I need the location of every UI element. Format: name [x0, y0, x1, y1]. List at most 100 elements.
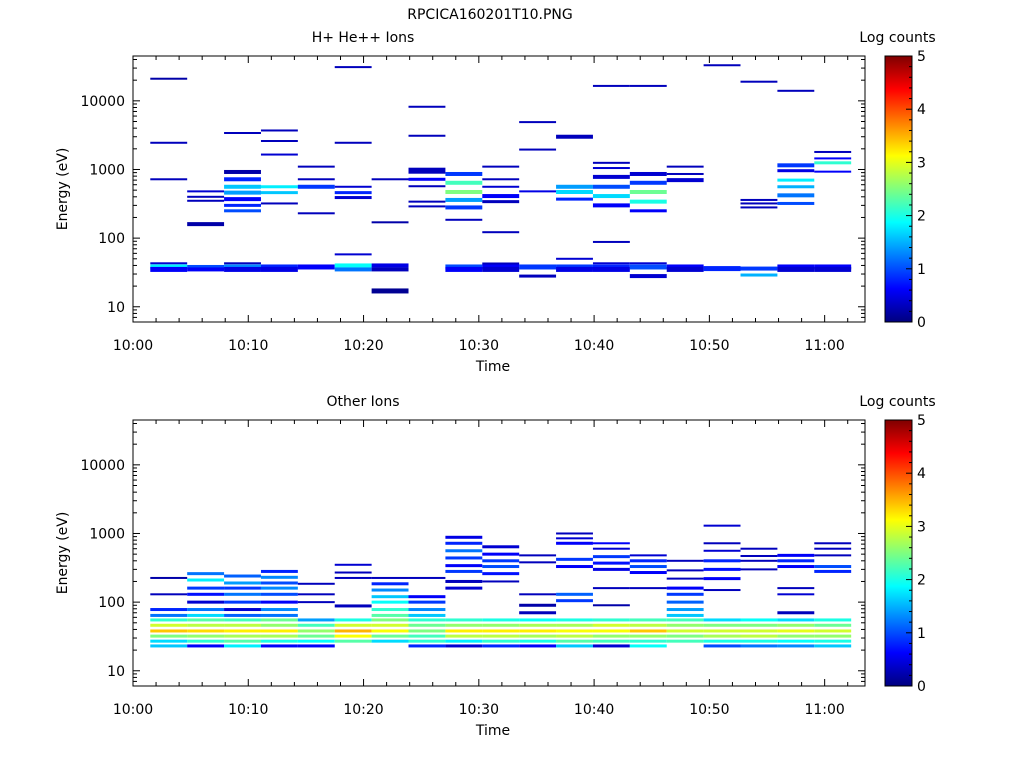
heatmap-cell: [224, 197, 261, 202]
y-tick-label: 10: [107, 664, 125, 680]
heatmap-cell: [519, 639, 557, 643]
heatmap-cell: [592, 174, 630, 179]
heatmap-cell: [666, 613, 704, 617]
heatmap-cell: [150, 262, 188, 265]
colorbar-tick-label: 3: [917, 519, 926, 535]
heatmap-cell: [592, 262, 630, 265]
colorbar-tick-label: 0: [917, 315, 926, 331]
heatmap-cell: [260, 600, 298, 604]
heatmap-cell: [777, 559, 815, 563]
x-tick-label: 10:20: [343, 338, 383, 354]
heatmap-cell: [445, 639, 483, 643]
heatmap-cell: [445, 205, 483, 210]
heatmap-cell: [482, 572, 520, 576]
heatmap-cell: [629, 559, 667, 563]
heatmap-cell: [334, 618, 372, 622]
heatmap-cell: [556, 639, 593, 643]
heatmap-cell: [482, 165, 520, 168]
heatmap-cell: [777, 565, 815, 569]
heatmap-cell: [334, 634, 372, 638]
heatmap-cell: [556, 541, 593, 545]
heatmap-cell: [740, 80, 778, 83]
heatmap-cell: [519, 190, 557, 193]
heatmap-cell: [334, 191, 372, 195]
heatmap-cell: [629, 274, 667, 279]
y-tick-label: 10000: [80, 94, 125, 110]
heatmap-cell: [224, 634, 261, 638]
heatmap-cell: [408, 105, 446, 108]
y-tick-label: 1000: [89, 162, 125, 178]
heatmap-cell: [445, 218, 483, 221]
heatmap-cell: [150, 576, 188, 579]
heatmap-cell: [629, 623, 667, 627]
colorbar-tick-label: 2: [917, 209, 926, 225]
heatmap-cell: [224, 132, 261, 134]
heatmap-cell: [260, 185, 298, 189]
heatmap-cell: [224, 574, 261, 578]
heatmap-cell: [814, 554, 852, 557]
heatmap-cell: [371, 588, 409, 592]
heatmap-cell: [187, 623, 225, 627]
colorbar-gradient: [884, 55, 913, 323]
heatmap-cell: [297, 644, 335, 648]
heatmap-cell: [556, 184, 593, 189]
colorbar-tick-label: 5: [917, 49, 926, 65]
heatmap-cell: [814, 565, 852, 569]
heatmap-cell: [629, 264, 667, 270]
heatmap-cell: [187, 190, 225, 193]
y-axis: 10 100 1000 10000: [80, 59, 865, 323]
heatmap-cell: [371, 618, 409, 622]
heatmap-cell: [482, 580, 520, 583]
heatmap-cell: [592, 542, 630, 545]
heatmap-cell: [150, 593, 188, 596]
heatmap-cell: [371, 639, 409, 643]
heatmap-cell: [666, 172, 704, 175]
colorbar: 0 1 2 3 4 5: [884, 49, 926, 331]
heatmap-cell: [629, 209, 667, 213]
heatmap-cell: [777, 178, 815, 182]
heatmap-cell: [666, 629, 704, 633]
heatmap-cell: [187, 572, 225, 576]
x-tick-label: 10:10: [228, 338, 268, 354]
colorbar-label: Log counts: [859, 394, 935, 410]
heatmap-cell: [703, 639, 741, 643]
heatmap-cell: [703, 577, 741, 581]
heatmap-cell: [297, 165, 335, 168]
colorbar-tick-label: 4: [917, 102, 926, 118]
heatmap-cell: [556, 189, 593, 194]
heatmap-cell: [703, 542, 741, 545]
heatmap-cell: [629, 618, 667, 622]
heatmap-cell: [408, 177, 446, 181]
heatmap-cell: [519, 554, 557, 557]
heatmap-cell: [482, 565, 520, 569]
x-tick-label: 10:40: [574, 702, 614, 718]
heatmap-cell: [445, 535, 483, 539]
heatmap-cell: [629, 639, 667, 643]
heatmap-cell: [260, 592, 298, 596]
y-tick-label: 100: [98, 231, 125, 247]
heatmap-cell: [445, 189, 483, 194]
heatmap-cell: [150, 178, 188, 181]
x-axis-label: Time: [475, 723, 510, 739]
heatmap-cell: [482, 634, 520, 638]
heatmap-cell: [224, 592, 261, 596]
heatmap-cells: [150, 524, 852, 648]
heatmap-cell: [740, 202, 778, 205]
heatmap-cell: [592, 266, 630, 272]
heatmap-cells: [150, 64, 852, 294]
figure-title: RPCICA160201T10.PNG: [407, 7, 572, 23]
heatmap-cell: [592, 629, 630, 633]
x-tick-label: 11:00: [804, 338, 844, 354]
heatmap-cell: [703, 549, 741, 552]
heatmap-cell: [334, 263, 372, 268]
heatmap-cell: [187, 634, 225, 638]
heatmap-cell: [445, 579, 483, 583]
heatmap-cell: [556, 592, 593, 596]
heatmap-cell: [666, 178, 704, 183]
heatmap-cell: [814, 639, 852, 643]
heatmap-cell: [150, 141, 188, 144]
heatmap-cell: [814, 542, 852, 545]
heatmap-cell: [666, 592, 704, 596]
x-tick-label: 10:00: [113, 702, 153, 718]
x-tick-label: 10:50: [689, 702, 729, 718]
